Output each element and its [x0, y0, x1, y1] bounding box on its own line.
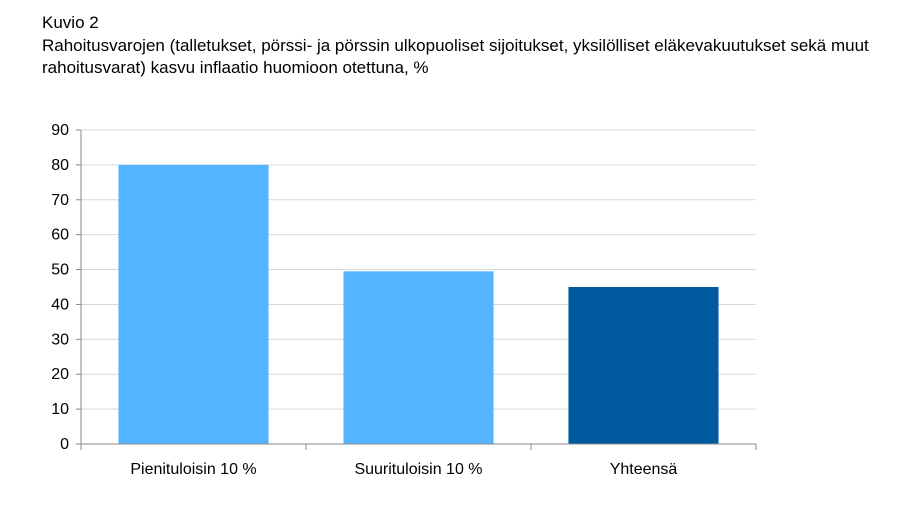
- y-tick-label: 50: [51, 262, 69, 279]
- y-tick-label: 60: [51, 227, 69, 244]
- bars: [118, 164, 719, 444]
- y-tick-label: 70: [51, 192, 69, 209]
- y-tick-label: 0: [60, 436, 69, 453]
- x-tick-label: Yhteensä: [610, 461, 678, 478]
- y-tick-label: 20: [51, 366, 69, 383]
- figure-label: Kuvio 2: [42, 13, 99, 32]
- y-tick-label: 10: [51, 401, 69, 418]
- bar: [568, 287, 719, 444]
- x-tick-label: Suurituloisin 10 %: [354, 461, 482, 478]
- y-tick-label: 40: [51, 296, 69, 313]
- y-tick-label: 30: [51, 331, 69, 348]
- bar: [343, 271, 494, 444]
- x-tick-label: Pienituloisin 10 %: [130, 461, 256, 478]
- x-axis-labels: Pienituloisin 10 % Suurituloisin 10 % Yhte…: [130, 461, 677, 478]
- y-tick-label: 80: [51, 157, 69, 174]
- y-tick-label: 90: [51, 122, 69, 139]
- axes: [80, 130, 757, 450]
- bar: [118, 164, 269, 444]
- y-axis-ticks: 0 10 20 30 40 50 60 70 80 90: [51, 122, 81, 453]
- figure-title: Rahoitusvarojen (talletukset, pörssi- ja…: [42, 36, 869, 77]
